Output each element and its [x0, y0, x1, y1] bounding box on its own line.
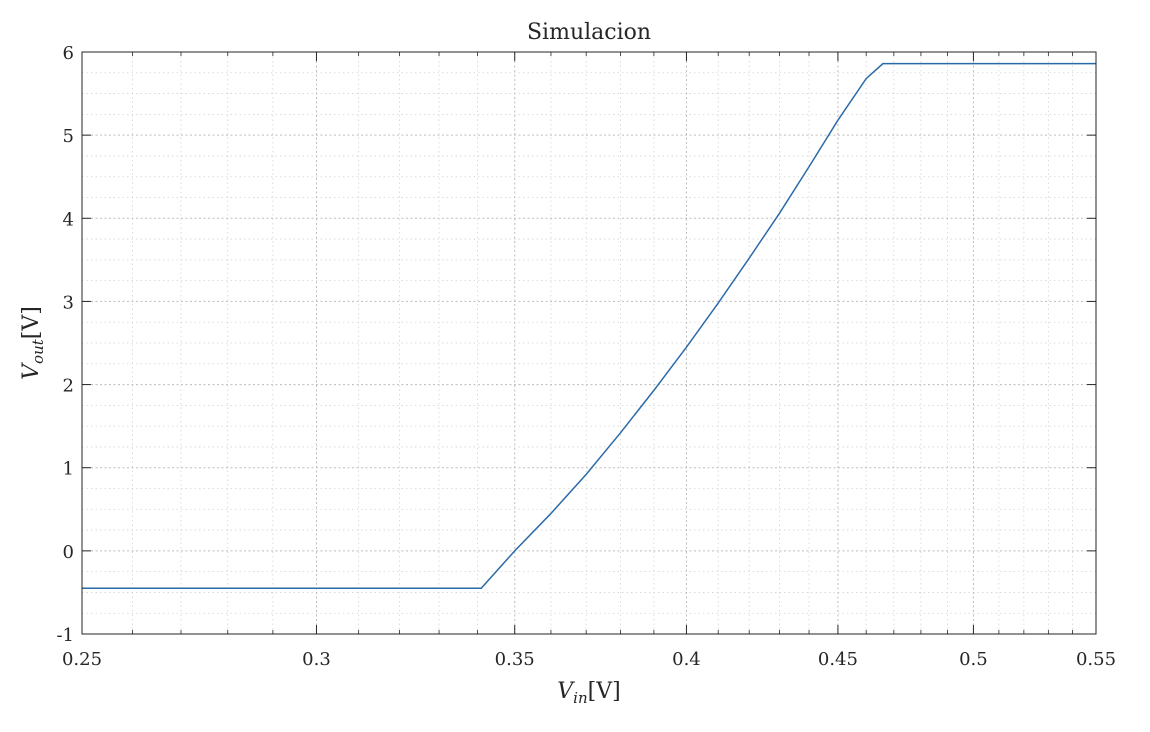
x-tick-label: 0.35: [495, 649, 535, 670]
x-tick-label: 0.45: [818, 649, 858, 670]
y-tick-label: -1: [56, 625, 74, 646]
y-tick-label: 0: [63, 542, 74, 563]
y-tick-label: 3: [63, 292, 74, 313]
x-tick-label: 0.4: [672, 649, 701, 670]
x-tick-labels: 0.25 0.3 0.35 0.4 0.45 0.5 0.55: [62, 649, 1116, 670]
y-tick-label: 5: [63, 126, 74, 147]
ticks: [81, 51, 1097, 635]
series-line: [82, 62, 1096, 590]
x-tick-label: 0.5: [959, 649, 988, 670]
grid: [81, 51, 1097, 635]
y-axis-label: Vout[V]: [19, 306, 47, 380]
y-tick-label: 1: [63, 459, 74, 480]
x-tick-label: 0.3: [302, 649, 331, 670]
chart-title: Simulacion: [527, 20, 651, 45]
x-tick-label: 0.25: [62, 649, 102, 670]
x-axis-label: Vin[V]: [557, 679, 620, 707]
y-tick-labels: -1 0 1 2 3 4 5 6: [56, 43, 74, 646]
y-tick-label: 2: [63, 376, 74, 397]
y-tick-label: 6: [63, 43, 74, 64]
x-tick-label: 0.55: [1076, 649, 1116, 670]
plot-frame: [81, 51, 1097, 635]
y-tick-label: 4: [63, 209, 74, 230]
